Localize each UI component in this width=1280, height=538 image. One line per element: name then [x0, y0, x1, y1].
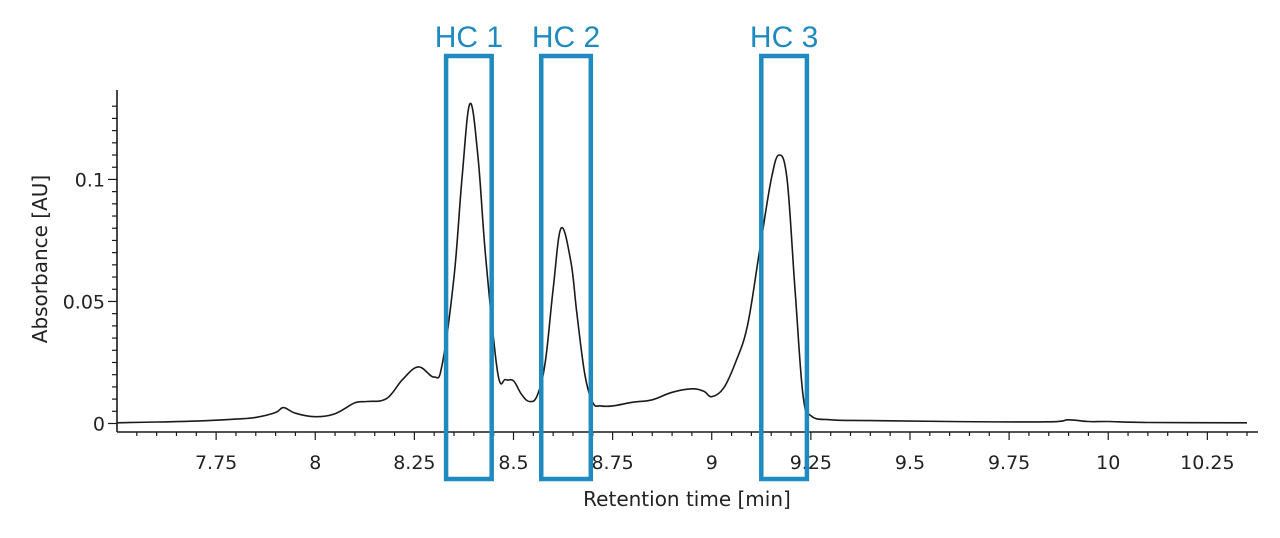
x-tick-label: 9.5 — [895, 452, 925, 474]
x-axis-title: Retention time [min] — [583, 487, 791, 511]
x-ticks: 7.75 8 8.25 8.5 8.75 9 9.25 9.5 9.75 10 10.25 — [136, 432, 1248, 474]
x-tick-label: 8.25 — [393, 452, 435, 474]
y-axis-title: Absorbance [AU] — [28, 175, 52, 343]
axes: 0 0.05 0.1 7.75 8 8.25 8.5 8.75 9 9.25 9.5 9.75 10 1… — [63, 90, 1258, 474]
y-tick-label: 0 — [93, 414, 105, 436]
x-tick-label: 8.5 — [498, 452, 528, 474]
region-box-hc-3 — [759, 53, 810, 482]
x-tick-label: 7.75 — [195, 452, 237, 474]
x-tick-label: 9.75 — [988, 452, 1030, 474]
peak-regions: HC 1 HC 2 HC 3 — [435, 21, 818, 482]
x-tick-label: 8.75 — [591, 452, 633, 474]
region-box-hc-2 — [538, 53, 594, 482]
y-tick-label: 0.05 — [63, 291, 105, 313]
y-ticks: 0 0.05 0.1 — [63, 105, 117, 436]
x-tick-label: 8 — [309, 452, 321, 474]
x-tick-label: 10 — [1096, 452, 1120, 474]
x-tick-label: 9 — [706, 452, 718, 474]
x-tick-label: 10.25 — [1180, 452, 1234, 474]
absorbance-trace — [116, 102, 1248, 424]
region-label-hc-2: HC 2 — [532, 21, 600, 54]
y-tick-label: 0.1 — [75, 169, 105, 191]
region-label-hc-1: HC 1 — [435, 21, 503, 54]
x-tick-label: 9.25 — [790, 452, 832, 474]
region-box-hc-1 — [443, 53, 494, 482]
region-label-hc-3: HC 3 — [750, 21, 818, 54]
